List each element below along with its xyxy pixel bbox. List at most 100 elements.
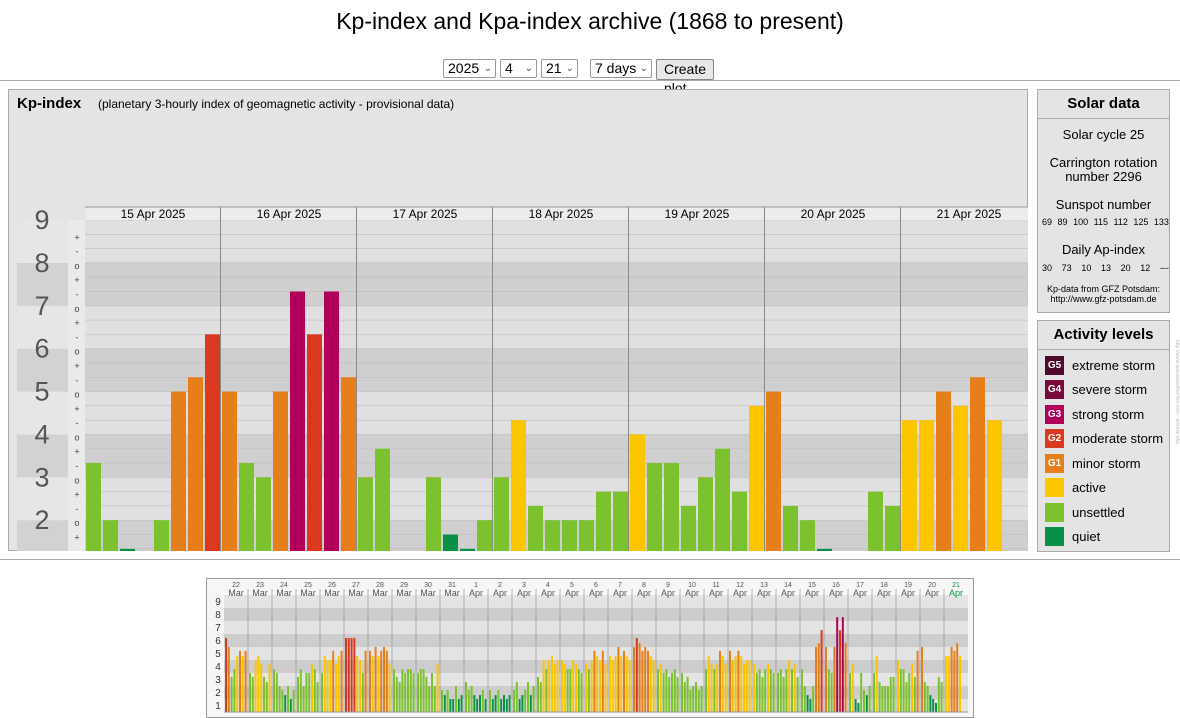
mini-kp-bar (470, 686, 473, 712)
page-title: Kp-index and Kpa-index archive (1868 to … (336, 8, 844, 34)
mini-kp-bar (244, 650, 247, 712)
mini-day-number: 22 (232, 582, 240, 589)
mini-kp-bar (347, 637, 350, 712)
mini-kp-bar (705, 669, 707, 712)
sunspot-label: Sunspot number (1055, 197, 1152, 212)
level-label: severe storm (1072, 382, 1148, 397)
mini-kp-bar (857, 702, 860, 712)
divider (0, 80, 1180, 81)
mini-kp-bar (737, 650, 740, 712)
mini-kp-bar (873, 673, 875, 712)
mini-kp-bar (273, 669, 275, 712)
mini-kp-bar (316, 682, 319, 712)
mini-kp-bar (740, 656, 743, 712)
mini-month-label: Apr (469, 588, 483, 598)
mini-kp-bar (553, 663, 556, 712)
mini-kp-bar (806, 695, 809, 712)
mini-kp-bar (260, 663, 263, 712)
mini-kp-bar (513, 689, 515, 712)
levels-header: Activity levels (1038, 321, 1169, 350)
mini-kp-bar (609, 656, 611, 712)
mini-kp-bar (446, 689, 449, 712)
mini-kp-bar (881, 686, 884, 712)
month-select[interactable]: 4 ⌄ (500, 59, 537, 78)
mini-kp-bar (641, 650, 644, 712)
mini-kp-bar (236, 656, 239, 712)
mini-y-label: 5 (215, 649, 221, 660)
level-label: unsettled (1072, 504, 1125, 520)
mini-kp-bar (758, 669, 761, 712)
mini-kp-bar (371, 656, 374, 712)
mini-kp-bar (721, 656, 724, 712)
kp-bar (511, 420, 526, 551)
level-swatch (1045, 502, 1064, 522)
day-select[interactable]: 21 ⌄ (541, 59, 578, 78)
mini-kp-bar (539, 682, 542, 712)
mini-kp-bar (265, 682, 268, 712)
mini-kp-bar (911, 663, 913, 712)
mini-kp-bar (361, 673, 364, 712)
mini-month-label: Apr (757, 588, 771, 598)
create-plot-button[interactable]: Create plot (656, 59, 715, 96)
kp-bar (732, 491, 747, 551)
kp-bar (460, 548, 475, 551)
kp-bar (273, 391, 288, 551)
y-tick-label: 4 (34, 419, 49, 449)
kp-bar (596, 491, 611, 551)
mini-kp-bar (956, 643, 959, 712)
mini-kp-bar (257, 656, 260, 712)
mini-kp-bar (791, 669, 793, 712)
solar-header: Solar data (1038, 90, 1169, 119)
mini-kp-bar (937, 676, 940, 712)
mini-kp-bar (313, 669, 316, 712)
mini-kp-bar (289, 699, 292, 712)
kp-bar (545, 520, 560, 551)
mini-kp-bar (569, 669, 572, 712)
minor-tick-label: - (76, 332, 79, 342)
mini-kp-bar (542, 660, 545, 712)
mini-kp-bar (604, 663, 607, 712)
range-select[interactable]: 7 days ⌄ (590, 59, 652, 78)
mini-kp-bar (945, 656, 947, 712)
sunspot-value: 69 (1042, 217, 1053, 227)
mini-kp-bar (431, 673, 433, 712)
mini-kp-bar (393, 669, 395, 712)
y-tick-label: 7 (34, 291, 49, 321)
panel-subtitle: (planetary 3-hourly index of geomagnetic… (98, 97, 455, 111)
mini-kp-bar (897, 660, 899, 712)
mini-kp-bar (308, 673, 311, 712)
mini-kp-bar (671, 673, 673, 712)
kp-bar (868, 491, 883, 551)
mini-kp-bar (887, 686, 889, 712)
mini-kp-bar (409, 669, 412, 712)
level-label: minor storm (1072, 455, 1141, 471)
mini-day-number: 4 (546, 582, 550, 589)
mini-kp-bar (241, 656, 244, 712)
year-select[interactable]: 2025 ⌄ (443, 59, 496, 78)
mini-band (224, 595, 968, 608)
mini-month-label: Apr (901, 588, 915, 598)
sunspot-value: 100 (1073, 217, 1089, 227)
activity-level-item: quiet (1045, 527, 1100, 547)
y-tick-label: 6 (34, 334, 49, 364)
mini-kp-bar (227, 647, 230, 712)
mini-month-label: Mar (396, 588, 412, 598)
mini-kp-bar (337, 656, 340, 712)
chevron-down-icon: ⌄ (639, 63, 648, 74)
mini-month-label: Mar (348, 588, 364, 598)
mini-kp-bar (548, 660, 551, 712)
mini-kp-bar (865, 695, 868, 712)
mini-day-number: 16 (832, 582, 840, 589)
mini-day-number: 3 (522, 582, 526, 589)
mini-kp-bar (311, 663, 313, 712)
source-link[interactable]: http://www.gfz-potsdam.de (1050, 294, 1157, 304)
mini-kp-bar (251, 676, 254, 712)
mini-kp-bar (785, 669, 788, 712)
mini-kp-bar (710, 663, 713, 712)
kp-bar (375, 448, 390, 551)
minor-tick-label: - (76, 461, 79, 471)
mini-kp-bar (484, 699, 487, 712)
mini-day-number: 26 (328, 582, 336, 589)
solar-data-panel: Solar data Solar cycle 25 Carrington rot… (1037, 89, 1170, 313)
ap-value: 30 (1042, 263, 1053, 273)
